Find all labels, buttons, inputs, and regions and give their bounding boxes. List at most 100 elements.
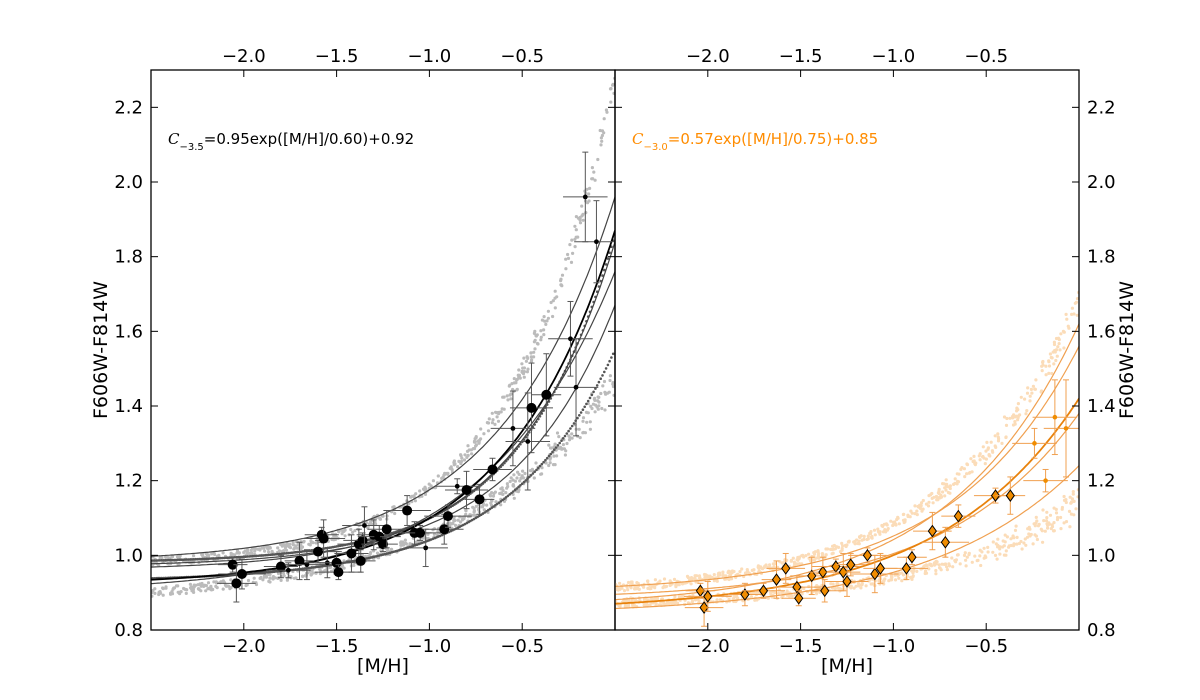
point-marker	[318, 533, 329, 544]
diamond-marker	[794, 591, 804, 605]
point-marker	[1052, 414, 1058, 420]
band-dot	[261, 578, 265, 582]
point-marker	[461, 485, 472, 495]
band-dot	[934, 495, 938, 499]
band-dot	[648, 603, 652, 607]
band-dot	[1070, 306, 1074, 310]
band-dot	[521, 366, 525, 370]
band-dot	[509, 397, 513, 401]
band-dot	[581, 218, 585, 222]
y-tick-label: 2.0	[1087, 172, 1116, 193]
band-dot	[588, 427, 593, 431]
band-dot	[1072, 513, 1076, 517]
diamond-marker	[870, 567, 880, 581]
track-dot	[611, 352, 615, 356]
band-dot	[414, 540, 418, 544]
band-dot	[757, 566, 761, 570]
band-dot	[375, 551, 380, 555]
band-dot	[948, 491, 952, 495]
diamond-marker	[953, 509, 963, 523]
data-point	[1023, 468, 1068, 493]
band-dot	[164, 585, 168, 589]
band-dot	[525, 355, 529, 359]
track-dot	[583, 405, 586, 409]
band-dot	[597, 395, 601, 399]
band-dot	[532, 340, 537, 344]
track-dot	[608, 251, 611, 254]
band-dot	[1018, 413, 1022, 417]
point-marker	[525, 439, 531, 444]
band-dot	[571, 251, 575, 255]
band-dot	[924, 502, 929, 506]
data-point	[473, 457, 512, 482]
band-dot	[201, 554, 205, 558]
band-dot	[461, 516, 465, 520]
band-dot	[560, 273, 565, 277]
band-dot	[596, 157, 600, 162]
track-dot	[553, 448, 556, 452]
track-dot	[578, 414, 581, 417]
band-dot	[342, 566, 346, 570]
band-dot	[598, 128, 602, 133]
band-dot	[457, 459, 461, 463]
band-dot	[943, 494, 947, 498]
band-dot	[712, 579, 717, 583]
band-dot	[1040, 364, 1044, 368]
x-tick-label-bottom: −1.5	[315, 636, 359, 657]
point-marker	[275, 561, 286, 572]
band-dot	[622, 589, 627, 593]
band-dot	[1064, 520, 1069, 524]
band-dot	[1062, 494, 1066, 499]
band-dot	[544, 461, 548, 465]
band-dot	[509, 476, 513, 480]
band-dot	[602, 131, 606, 135]
band-dot	[399, 543, 403, 547]
band-dot	[897, 576, 901, 580]
x-tick-label-top: −2.0	[222, 46, 266, 67]
band-dot	[539, 338, 543, 342]
diamond-marker	[846, 558, 856, 572]
band-dot	[715, 598, 719, 602]
band-dot	[206, 581, 211, 585]
band-dot	[511, 484, 516, 488]
band-dot	[474, 504, 478, 508]
band-dot	[487, 417, 491, 421]
band-dot	[299, 547, 303, 551]
band-dot	[529, 355, 533, 359]
track-dot	[606, 363, 610, 367]
band-dot	[399, 541, 403, 545]
right-plot-area	[615, 290, 1079, 627]
band-dot	[1044, 373, 1048, 377]
band-dot	[680, 582, 685, 586]
track-dot	[545, 456, 549, 460]
band-dot	[294, 546, 298, 550]
diamond-marker	[699, 601, 709, 614]
band-dot	[210, 552, 214, 556]
track-dot	[160, 559, 163, 562]
band-dot	[301, 574, 305, 578]
band-dot	[1009, 537, 1013, 541]
band-dot	[472, 510, 476, 514]
track-dot	[210, 557, 213, 560]
band-dot	[585, 187, 589, 191]
diamond-marker	[907, 550, 917, 564]
band-dot	[171, 587, 175, 591]
band-dot	[512, 496, 516, 500]
left-ticks: −2.0 −2.0 −1.5 −1.5 −1.0 −1.0 −0.5 −0.5 0.8 1.0 1.…	[114, 46, 615, 657]
right-fit-annotation: C−3.0=0.57exp([M/H]/0.75)+0.85	[632, 130, 878, 153]
band-dot	[927, 500, 931, 504]
point-marker	[346, 548, 357, 559]
band-dot	[472, 440, 477, 444]
band-dot	[956, 553, 960, 557]
point-marker	[541, 389, 552, 400]
point-marker	[402, 505, 413, 516]
band-dot	[546, 309, 551, 313]
band-dot	[578, 436, 582, 440]
band-dot	[689, 582, 693, 586]
band-dot	[965, 555, 969, 559]
band-dot	[1058, 348, 1062, 352]
y-tick-label: 2.2	[1087, 97, 1116, 118]
band-dot	[1013, 420, 1017, 424]
data-point	[684, 588, 724, 627]
band-dot	[525, 370, 530, 374]
